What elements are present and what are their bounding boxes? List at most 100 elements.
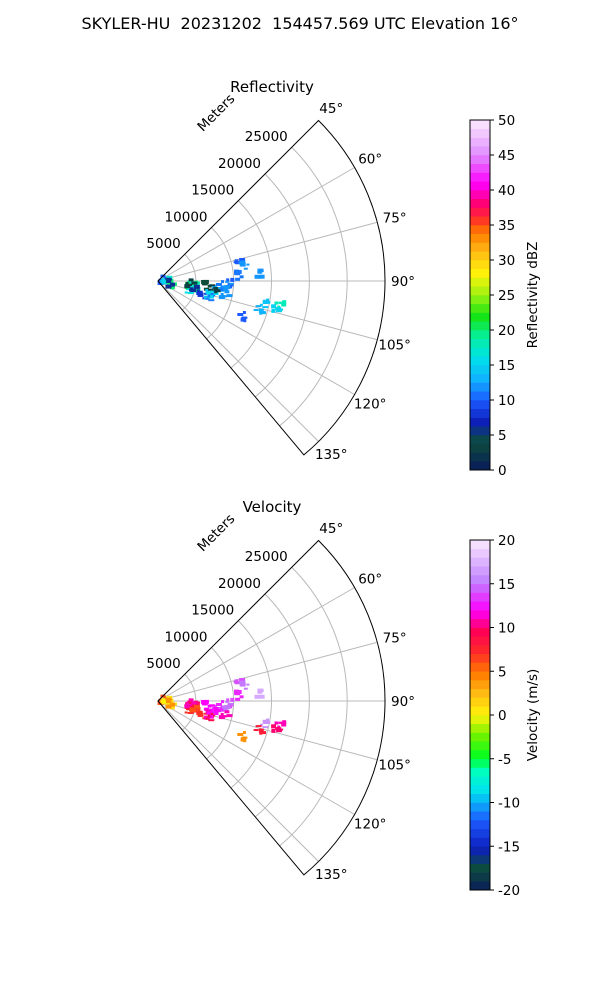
colorbar-band	[470, 198, 490, 208]
colorbar-band	[470, 583, 490, 593]
colorbar-band	[470, 391, 490, 401]
colorbar-band	[470, 723, 490, 733]
azimuth-gridline	[157, 587, 355, 702]
colorbar-band	[470, 443, 490, 453]
echo-cell	[184, 278, 198, 289]
colorbar-band	[470, 207, 490, 217]
echo-cell	[184, 698, 198, 709]
colorbar-band	[470, 802, 490, 812]
colorbar-tick-label: -5	[498, 752, 511, 768]
azimuth-gridline	[157, 280, 319, 442]
range-ring	[279, 566, 348, 847]
colorbar-tick-label: 5	[498, 664, 507, 680]
azimuth-gridline	[157, 700, 355, 815]
colorbar-band	[470, 872, 490, 882]
colorbar: 0 5 10 15 20 25 30 35 40 45 50 Reflectivity dBZ	[469, 113, 541, 479]
colorbar-band	[470, 303, 490, 313]
colorbar-band	[470, 557, 490, 567]
range-tick-label: 15000	[191, 603, 234, 619]
azimuth-tick-label: 90°	[391, 274, 415, 290]
echo-cell	[234, 689, 244, 701]
colorbar-band	[470, 741, 490, 751]
colorbar-band	[470, 408, 490, 418]
colorbar-tick-label: -20	[498, 883, 520, 899]
sector-outline	[157, 119, 386, 456]
azimuth-tick-label: 90°	[391, 694, 415, 710]
colorbar-band	[470, 627, 490, 637]
colorbar-band	[470, 592, 490, 602]
colorbar-band	[470, 540, 490, 550]
colorbar-band	[470, 233, 490, 243]
colorbar-band	[470, 758, 490, 768]
colorbar-tick-label: 50	[498, 113, 515, 129]
colorbar-band	[470, 120, 490, 130]
colorbar-band	[470, 636, 490, 646]
echo-cell	[253, 725, 266, 735]
echo-cell	[238, 260, 250, 270]
azimuth-tick-label: 120°	[354, 397, 387, 413]
colorbar-band	[470, 295, 490, 305]
colorbar-tick-label: 35	[498, 218, 515, 234]
range-tick-label: 10000	[165, 629, 208, 645]
colorbar-tick-label: 20	[498, 533, 515, 549]
colorbar-band	[470, 373, 490, 383]
echo-cell	[237, 311, 248, 323]
azimuth-tick-label: 75°	[383, 211, 407, 227]
colorbar-band	[470, 863, 490, 873]
colorbar-tick-label: 30	[498, 253, 515, 269]
colorbar-band	[470, 181, 490, 191]
colorbar-band	[470, 785, 490, 795]
colorbar-band	[470, 128, 490, 138]
colorbar-band	[470, 137, 490, 147]
azimuth-tick-label: 60°	[358, 572, 382, 588]
colorbar-band	[470, 277, 490, 287]
panel-title: Reflectivity	[230, 78, 314, 96]
range-tick-label: 25000	[245, 129, 288, 145]
range-tick-label: 10000	[165, 209, 208, 225]
colorbar-band	[470, 172, 490, 182]
colorbar-band	[470, 706, 490, 716]
colorbar-band	[470, 330, 490, 340]
echo-cell	[259, 298, 271, 309]
colorbar-band	[470, 155, 490, 165]
colorbar-band	[470, 697, 490, 707]
colorbar-band	[470, 846, 490, 856]
range-tick-label: 20000	[218, 576, 261, 592]
colorbar-band	[470, 688, 490, 698]
colorbar-band	[470, 828, 490, 838]
colorbar-tick-label: 0	[498, 463, 507, 479]
colorbar-tick-label: 15	[498, 577, 515, 593]
colorbar-band	[470, 251, 490, 261]
range-tick-label: 15000	[191, 183, 234, 199]
echo-cell	[218, 710, 233, 720]
colorbar-tick-label: 20	[498, 323, 515, 339]
colorbar-band	[470, 645, 490, 655]
azimuth-tick-label: 120°	[354, 817, 387, 833]
range-axis-label: Meters	[194, 511, 238, 555]
azimuth-tick-label: 60°	[358, 152, 382, 168]
colorbar-band	[470, 671, 490, 681]
colorbar-band	[470, 146, 490, 156]
colorbar-band	[470, 715, 490, 725]
colorbar-tick-label: 15	[498, 358, 515, 374]
colorbar-band	[470, 601, 490, 611]
colorbar-tick-label: 0	[498, 708, 507, 724]
echo-cell	[274, 300, 287, 309]
colorbar-band	[470, 435, 490, 445]
colorbar-tick-label: -15	[498, 839, 520, 855]
colorbar-band	[470, 356, 490, 366]
colorbar-band	[470, 452, 490, 462]
colorbar: -20 -15 -10 -5 0 5 10 15 20 Velocity (m/s)	[469, 533, 541, 899]
colorbar-band	[470, 338, 490, 348]
radar-panel-velocity: Velocity 5000 10000 15000 20000 25000 Meters 45…	[146, 498, 541, 899]
colorbar-label: Reflectivity dBZ	[525, 242, 541, 349]
colorbar-band	[470, 793, 490, 803]
colorbar-tick-label: 40	[498, 183, 515, 199]
range-ring	[230, 620, 272, 789]
echo-cell	[271, 304, 284, 313]
azimuth-tick-label: 105°	[378, 757, 411, 773]
colorbar-band	[470, 461, 490, 471]
colorbar-label: Velocity (m/s)	[525, 669, 541, 762]
echo-cell	[165, 697, 176, 709]
range-tick-label: 5000	[146, 656, 180, 672]
